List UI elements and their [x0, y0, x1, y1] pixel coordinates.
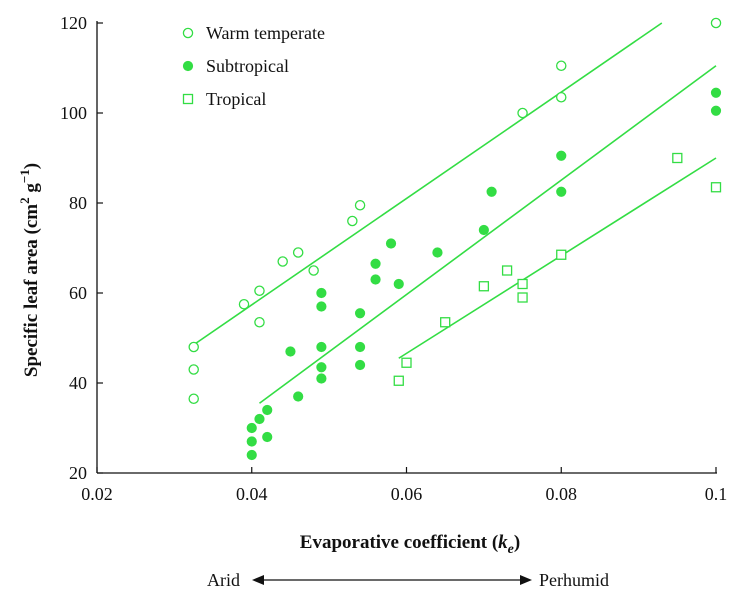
- scale-arrow-right-head: [520, 575, 532, 585]
- fit-lines: [193, 22, 717, 404]
- point-subtropical: [393, 278, 404, 290]
- point-warm-temperate: [254, 285, 265, 296]
- point-subtropical: [486, 186, 497, 197]
- x-tick-label: 0.06: [391, 484, 423, 504]
- legend: Warm temperate Subtropical Tropical: [182, 23, 325, 109]
- point-warm-temperate: [347, 215, 358, 227]
- x-tick-label: 0.08: [546, 484, 578, 504]
- point-tropical: [501, 265, 513, 276]
- x-axis-title: Evaporative coefficient (ke): [300, 532, 520, 557]
- perhumid-label: Perhumid: [539, 570, 609, 590]
- fit-line-subtropical: [259, 65, 717, 404]
- point-subtropical: [262, 404, 273, 416]
- point-warm-temperate: [710, 17, 722, 29]
- fit-line-warm-temperate: [193, 22, 663, 346]
- legend-label-subtropical: Subtropical: [206, 56, 289, 76]
- point-subtropical: [385, 238, 397, 249]
- point-subtropical: [316, 287, 327, 299]
- x-tick-label: 0.02: [81, 484, 113, 504]
- point-tropical: [517, 292, 528, 303]
- data-markers: [188, 17, 722, 461]
- point-tropical: [401, 357, 412, 368]
- point-subtropical: [478, 224, 489, 236]
- point-warm-temperate: [188, 393, 199, 404]
- point-subtropical: [710, 105, 722, 116]
- y-axis-title: Specific leaf area (cm2 g−1): [17, 163, 42, 377]
- legend-label-warm-temperate: Warm temperate: [206, 23, 325, 43]
- axes: 20 40 60 80 100 120 0.02 0.04 0.06 0.08 0.1: [60, 13, 727, 504]
- y-tick-label: 40: [69, 373, 87, 393]
- scale-arrow-left-head: [252, 575, 264, 585]
- point-subtropical: [316, 373, 327, 384]
- point-subtropical: [246, 449, 257, 461]
- point-subtropical: [710, 87, 722, 98]
- legend-label-tropical: Tropical: [206, 89, 266, 109]
- legend-marker-warm-temperate: [182, 27, 194, 39]
- point-tropical: [710, 182, 722, 193]
- point-subtropical: [354, 359, 366, 371]
- point-warm-temperate: [188, 364, 199, 375]
- point-warm-temperate: [556, 92, 567, 103]
- point-warm-temperate: [188, 341, 199, 353]
- arid-label: Arid: [207, 570, 240, 590]
- point-subtropical: [370, 274, 381, 285]
- point-tropical: [478, 281, 490, 292]
- point-tropical: [440, 317, 451, 328]
- point-subtropical: [316, 301, 327, 312]
- y-tick-label: 60: [69, 283, 87, 303]
- point-subtropical: [293, 391, 304, 402]
- y-tick-label: 80: [69, 193, 87, 213]
- point-warm-temperate: [292, 247, 304, 258]
- point-subtropical: [556, 150, 567, 161]
- y-tick-label: 100: [60, 103, 87, 123]
- point-subtropical: [354, 308, 366, 319]
- point-tropical: [517, 278, 528, 290]
- point-warm-temperate: [308, 265, 319, 276]
- point-subtropical: [316, 362, 327, 373]
- point-subtropical: [370, 258, 381, 269]
- point-subtropical: [285, 346, 296, 357]
- point-warm-temperate: [556, 60, 567, 72]
- x-tick-label: 0.1: [705, 484, 728, 504]
- x-tick-label: 0.04: [236, 484, 268, 504]
- point-subtropical: [254, 413, 265, 425]
- legend-marker-tropical: [182, 93, 194, 105]
- point-subtropical: [556, 186, 567, 197]
- y-tick-label: 20: [69, 463, 87, 483]
- point-subtropical: [262, 431, 273, 443]
- point-warm-temperate: [238, 298, 250, 310]
- arid-perhumid-scale: Arid Perhumid: [207, 570, 609, 590]
- point-warm-temperate: [517, 107, 528, 119]
- point-tropical: [556, 249, 567, 260]
- point-subtropical: [354, 341, 366, 353]
- point-tropical: [672, 152, 683, 164]
- point-tropical: [393, 375, 404, 386]
- legend-marker-subtropical: [182, 60, 194, 72]
- point-subtropical: [246, 436, 257, 447]
- point-subtropical: [316, 341, 327, 353]
- point-warm-temperate: [254, 316, 265, 328]
- y-tick-label: 120: [60, 13, 87, 33]
- point-warm-temperate: [277, 256, 288, 267]
- point-subtropical: [246, 422, 257, 434]
- point-subtropical: [432, 247, 443, 258]
- point-warm-temperate: [354, 199, 366, 211]
